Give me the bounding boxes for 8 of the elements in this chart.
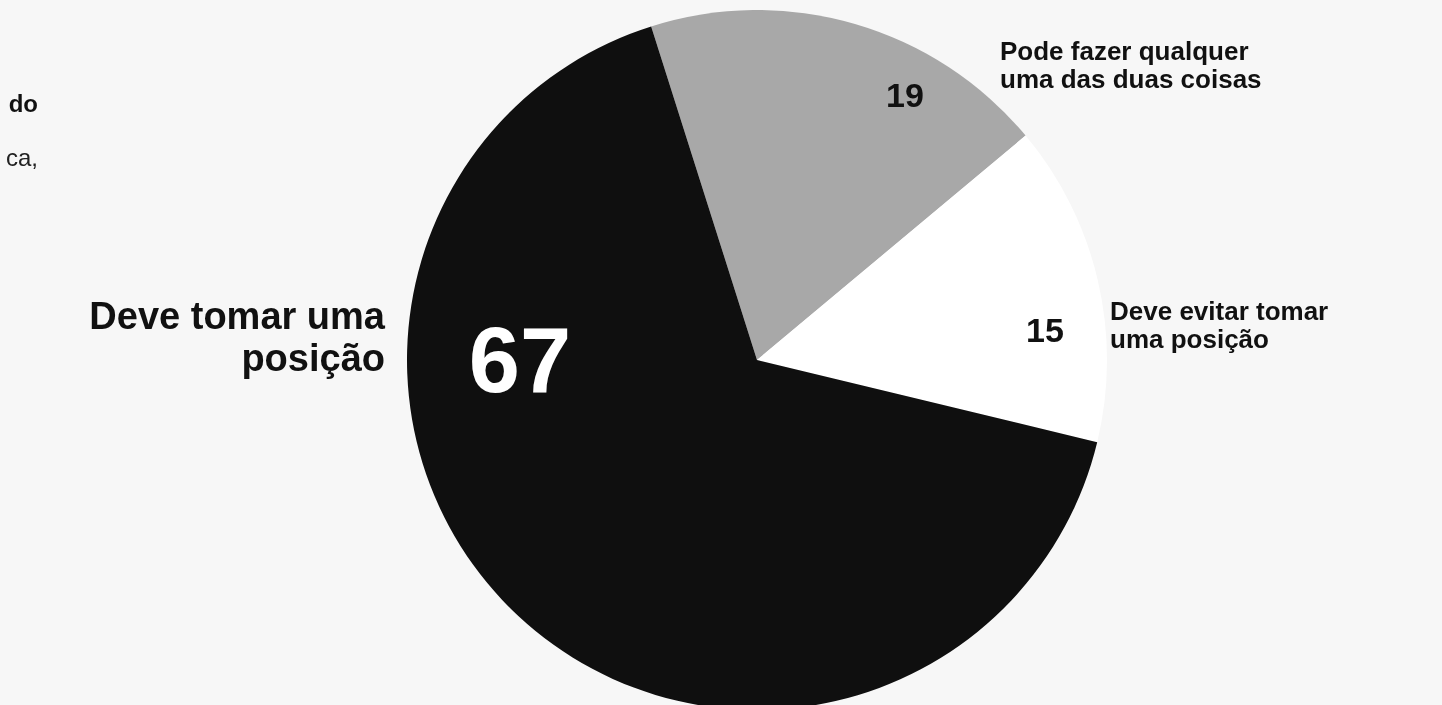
- slice-label: Deve tomar uma posição: [89, 295, 386, 379]
- text: do: [8, 90, 38, 117]
- slice-label: Deve evitar tomar uma posição: [1110, 295, 1329, 355]
- data-label: 19: [886, 76, 924, 114]
- text: ca,: [5, 144, 38, 171]
- data-label: 15: [1026, 311, 1064, 349]
- data-label: 67: [468, 309, 572, 411]
- slice-label: Pode fazer qualquer uma das duas coisas: [1000, 35, 1262, 95]
